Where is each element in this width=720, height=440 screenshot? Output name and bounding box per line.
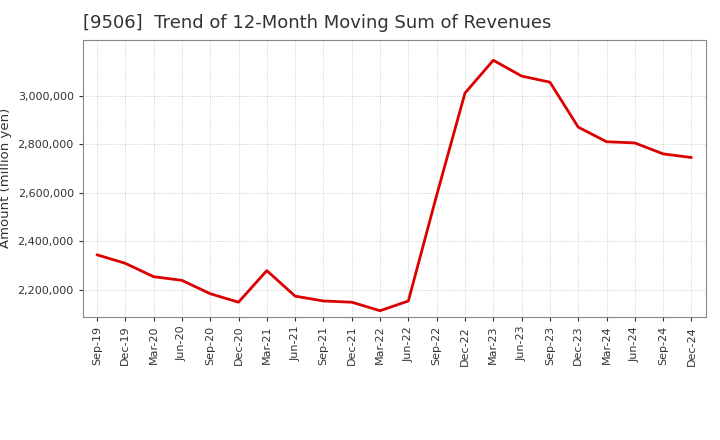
Y-axis label: Amount (million yen): Amount (million yen): [0, 108, 12, 248]
Text: [9506]  Trend of 12-Month Moving Sum of Revenues: [9506] Trend of 12-Month Moving Sum of R…: [83, 15, 552, 33]
